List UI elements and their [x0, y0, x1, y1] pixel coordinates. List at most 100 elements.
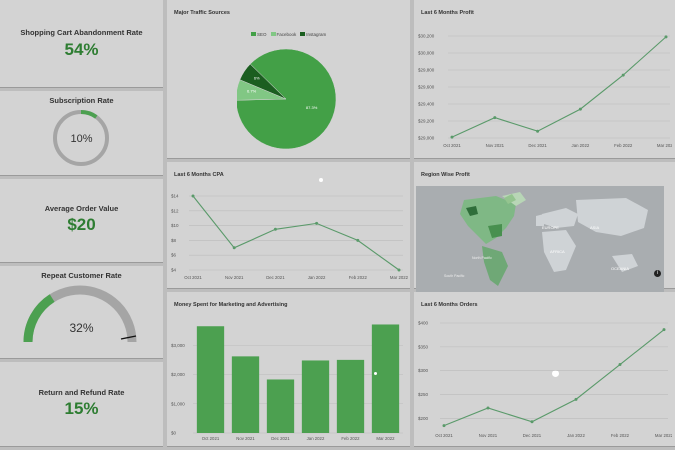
kpi-title: Average Order Value [44, 204, 119, 213]
marketing-bar-chart: $0 $1,000 $2,000 $3,000 Oct 2021 Nov 2021 Dec … [171, 324, 403, 441]
bar[interactable] [371, 324, 400, 433]
pie-slice-label: 87.3% [306, 105, 318, 110]
y-tick-label: $6 [171, 253, 177, 258]
data-point[interactable] [442, 424, 446, 428]
y-tick-label: $12 [171, 208, 179, 213]
x-tick-label: Nov 2021 [486, 143, 505, 148]
y-tick-label: $300 [418, 368, 429, 373]
data-point[interactable] [578, 107, 582, 111]
orders-line-chart: $200 $250 $300 $350 $400 Oct 2021 Nov 2021 Dec … [418, 321, 672, 439]
data-point[interactable] [273, 227, 277, 231]
kpi-title: Repeat Customer Rate [41, 271, 122, 280]
data-point[interactable] [486, 406, 490, 410]
cursor-dot [374, 372, 377, 375]
series-line [451, 36, 667, 138]
x-tick-label: Mar 2022 [376, 436, 395, 441]
kpi-title: Subscription Rate [49, 96, 114, 105]
y-tick-label: $29,800 [418, 68, 435, 73]
y-tick-label: $30,200 [418, 34, 435, 39]
pie-slice[interactable] [237, 48, 337, 150]
map-label: ASIA [590, 225, 600, 230]
x-tick-label: Feb 2022 [611, 433, 630, 438]
y-tick-label: $2,000 [171, 372, 185, 377]
kpi-value: 15% [64, 399, 99, 418]
bar[interactable] [231, 356, 260, 433]
x-tick-label: Mar 2022 [657, 143, 672, 148]
y-tick-label: $8 [171, 238, 177, 243]
map-label: AFRICA [550, 249, 565, 254]
info-icon[interactable]: i [654, 270, 661, 277]
y-tick-label: $29,600 [418, 85, 435, 90]
series-line [192, 195, 400, 271]
kpi-title: Return and Refund Rate [38, 388, 125, 397]
bar[interactable] [336, 359, 365, 433]
x-tick-label: Mar 2022 [390, 275, 409, 280]
bar[interactable] [266, 379, 295, 433]
kpi-card-subscription: Subscription Rate 10% [0, 91, 163, 175]
data-point[interactable] [662, 328, 666, 332]
pie-slice-label: 6% [254, 76, 260, 81]
series-line [443, 329, 665, 427]
chart-title: Region Wise Profit [421, 172, 470, 178]
x-tick-label: Oct 2021 [202, 436, 220, 441]
kpi-card-repeat: Repeat Customer Rate 32% [0, 266, 163, 358]
data-point[interactable] [232, 246, 236, 250]
map-label: South Pacific [444, 274, 465, 278]
x-tick-label: Dec 2021 [523, 433, 542, 438]
x-tick-label: Feb 2022 [341, 436, 360, 441]
cpa-card: Last 6 Months CPA $4 $6 $8 $10 $12 $14 Oct 202… [167, 162, 410, 288]
map-label: North Pacific [472, 256, 492, 260]
data-point[interactable] [356, 238, 360, 242]
legend-item: Instagram [300, 32, 326, 37]
y-tick-label: $0 [171, 431, 177, 436]
x-tick-label: Feb 2022 [349, 275, 368, 280]
map-shapes [460, 192, 648, 286]
chart-title: Major Traffic Sources [174, 10, 230, 16]
y-tick-label: $29,000 [418, 136, 435, 141]
x-tick-label: Jan 2022 [572, 143, 590, 148]
region-profit-card: Region Wise Profit EUROPE ASIA AFRICA No… [414, 162, 675, 292]
map-label: EUROPE [542, 225, 559, 230]
data-point[interactable] [530, 420, 534, 424]
kpi-value: 32% [69, 321, 94, 335]
orders-card: Last 6 Months Orders $200 $250 $300 $350 $40… [414, 292, 675, 446]
y-tick-label: $10 [171, 223, 179, 228]
y-tick-label: $29,400 [418, 102, 435, 107]
data-point[interactable] [191, 194, 195, 198]
data-point[interactable] [315, 221, 319, 225]
x-tick-label: Nov 2021 [225, 275, 244, 280]
x-tick-label: Jan 2022 [308, 275, 326, 280]
data-point[interactable] [450, 135, 454, 139]
bar[interactable] [301, 360, 330, 433]
kpi-value: 10% [70, 133, 93, 145]
data-point[interactable] [536, 129, 540, 133]
traffic-pie-chart: 87.3% 6.7% 6% [237, 48, 337, 150]
y-tick-label: $14 [171, 194, 179, 199]
x-tick-label: Oct 2021 [443, 143, 461, 148]
subscription-ring-gauge [53, 110, 109, 166]
data-point[interactable] [493, 116, 497, 120]
x-tick-label: Jan 2022 [567, 433, 585, 438]
pie-slice[interactable] [239, 63, 287, 100]
data-point[interactable] [574, 397, 578, 401]
y-tick-label: $3,000 [171, 343, 185, 348]
marketing-spend-card: Money Spent for Marketing and Advertisin… [167, 292, 410, 446]
profit-card: Last 6 Months Profit $29,000 $29,200 $29,4… [414, 0, 675, 158]
kpi-value: $20 [67, 215, 96, 234]
traffic-sources-card: Major Traffic Sources SEO Facebook Insta… [167, 0, 410, 158]
data-point[interactable] [621, 73, 625, 77]
data-point[interactable] [664, 35, 668, 39]
chart-title: Last 6 Months Orders [421, 302, 478, 308]
y-tick-label: $350 [418, 344, 429, 349]
x-tick-label: Feb 2022 [614, 143, 633, 148]
profit-line-chart: $29,000 $29,200 $29,400 $29,600 $29,800 $30,0… [418, 34, 672, 149]
bar[interactable] [196, 326, 225, 433]
legend-item: SEO [251, 32, 267, 37]
y-tick-label: $29,200 [418, 119, 435, 124]
world-map[interactable]: EUROPE ASIA AFRICA North Pacific South P… [416, 186, 664, 292]
data-point[interactable] [618, 363, 622, 367]
data-point[interactable] [397, 268, 401, 272]
x-tick-label: Dec 2021 [271, 436, 290, 441]
pie-legend: SEO Facebook Instagram [251, 32, 326, 37]
x-tick-label: Nov 2021 [236, 436, 255, 441]
